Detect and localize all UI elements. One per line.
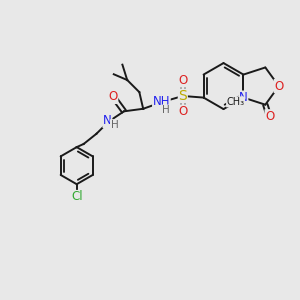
Text: N: N <box>103 114 112 128</box>
Text: S: S <box>178 89 187 103</box>
Text: O: O <box>274 80 283 93</box>
Text: H: H <box>110 120 118 130</box>
Text: Cl: Cl <box>71 190 82 203</box>
Text: N: N <box>239 91 248 104</box>
Text: O: O <box>265 110 274 123</box>
Text: O: O <box>178 74 188 87</box>
Text: O: O <box>178 105 188 118</box>
Text: H: H <box>162 105 170 115</box>
Text: NH: NH <box>153 95 170 108</box>
Text: CH₃: CH₃ <box>226 97 245 107</box>
Text: O: O <box>109 90 118 104</box>
